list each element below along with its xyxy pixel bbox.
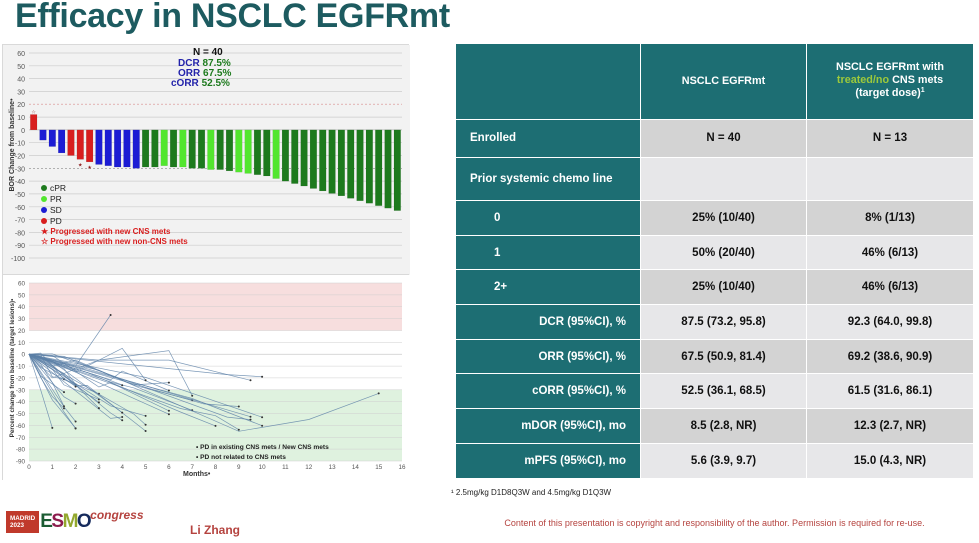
svg-text:12: 12 (305, 464, 313, 471)
svg-text:-40: -40 (15, 179, 25, 186)
svg-text:-60: -60 (16, 423, 26, 430)
svg-text:30: 30 (17, 89, 25, 96)
svg-text:10: 10 (17, 115, 25, 122)
svg-text:60: 60 (18, 281, 26, 288)
svg-text:-50: -50 (15, 192, 25, 199)
svg-text:-20: -20 (16, 375, 26, 382)
svg-text:-40: -40 (16, 399, 26, 406)
svg-text:-50: -50 (16, 411, 26, 418)
svg-text:-10: -10 (15, 141, 25, 148)
svg-text:-10: -10 (16, 364, 26, 371)
svg-text:-100: -100 (11, 256, 25, 263)
svg-text:30: 30 (18, 316, 26, 323)
svg-text:-80: -80 (16, 447, 26, 454)
svg-text:16: 16 (398, 464, 406, 471)
svg-text:2: 2 (74, 464, 78, 471)
svg-text:40: 40 (17, 77, 25, 84)
svg-text:-90: -90 (15, 243, 25, 250)
svg-text:0: 0 (21, 352, 25, 359)
svg-text:20: 20 (18, 328, 26, 335)
svg-text:60: 60 (17, 51, 25, 58)
svg-text:☆: ☆ (31, 110, 36, 116)
svg-text:★: ★ (87, 165, 92, 171)
svg-text:-30: -30 (15, 166, 25, 173)
svg-text:50: 50 (17, 64, 25, 71)
svg-text:0: 0 (21, 128, 25, 135)
svg-text:11: 11 (282, 464, 289, 471)
svg-text:50: 50 (18, 292, 26, 299)
svg-text:20: 20 (17, 102, 25, 109)
svg-text:8: 8 (214, 464, 218, 471)
svg-text:3: 3 (97, 464, 101, 471)
svg-text:15: 15 (375, 464, 383, 471)
svg-text:13: 13 (329, 464, 337, 471)
svg-text:-70: -70 (15, 218, 25, 225)
svg-text:-60: -60 (15, 205, 25, 212)
svg-text:5: 5 (144, 464, 148, 471)
svg-text:-70: -70 (16, 435, 26, 442)
svg-text:9: 9 (237, 464, 241, 471)
svg-text:6: 6 (167, 464, 171, 471)
svg-text:10: 10 (18, 340, 26, 347)
svg-text:-90: -90 (16, 459, 26, 466)
svg-text:-30: -30 (16, 387, 26, 394)
svg-text:1: 1 (51, 464, 55, 471)
svg-text:4: 4 (120, 464, 124, 471)
svg-text:-20: -20 (15, 154, 25, 161)
svg-text:40: 40 (18, 304, 26, 311)
svg-text:7: 7 (190, 464, 194, 471)
svg-text:-80: -80 (15, 230, 25, 237)
svg-text:14: 14 (352, 464, 360, 471)
svg-text:★: ★ (78, 162, 83, 168)
svg-text:10: 10 (259, 464, 267, 471)
svg-text:0: 0 (27, 464, 31, 471)
